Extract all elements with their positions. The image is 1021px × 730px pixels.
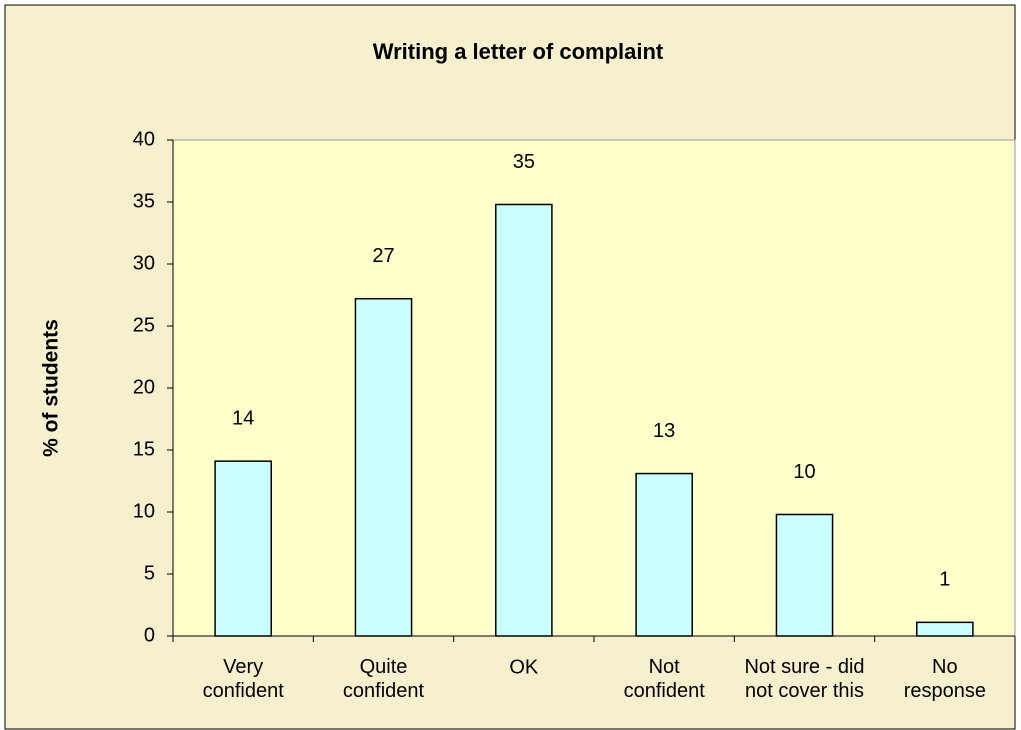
bar [214,460,272,637]
x-tick-label: OK [509,656,539,678]
x-tick-label: Not sure - did not cover this [744,656,864,702]
data-label: 27 [372,245,394,267]
x-tick-label: Quite confident [343,656,425,702]
data-label: 1 [939,569,950,591]
x-tick-label: No response [904,656,986,702]
bar [635,472,693,637]
data-label: 14 [232,407,254,429]
bar [775,513,834,637]
y-tick-label: 15 [133,438,155,460]
bar [495,203,553,637]
y-axis-label: % of students [40,319,63,457]
data-label: 35 [513,151,535,173]
plot-area [172,139,1016,637]
bar [916,621,974,637]
y-tick-label: 25 [133,314,155,336]
x-tick-label: Not confident [624,656,706,702]
y-tick-label: 5 [144,562,155,584]
bar [354,297,413,637]
chart-title: Writing a letter of complaint [373,39,664,64]
data-label: 10 [793,461,815,483]
data-label: 13 [653,420,675,442]
y-tick-label: 20 [133,376,155,398]
y-tick-label: 35 [133,190,155,212]
y-tick-label: 30 [133,252,155,274]
y-tick-label: 0 [144,624,155,646]
x-tick-label: Very confident [203,656,285,702]
y-tick-label: 10 [133,500,155,522]
y-tick-label: 40 [133,128,155,150]
